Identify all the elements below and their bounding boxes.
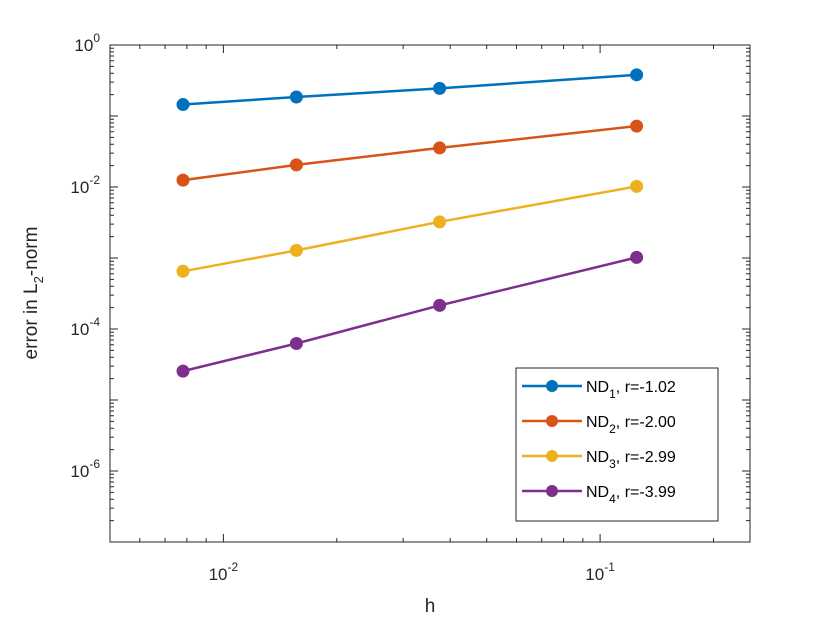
series-line	[182, 256, 637, 373]
series-3	[176, 179, 644, 278]
data-point	[433, 81, 447, 95]
legend-entry-1: ND1, r=-1.02	[522, 379, 676, 401]
legend-entry-2: ND2, r=-2.00	[522, 414, 676, 436]
legend-label: ND1, r=-1.02	[586, 379, 676, 401]
data-point	[630, 179, 644, 193]
data-point	[176, 364, 190, 378]
minor-ticks	[109, 45, 750, 542]
data-point	[176, 98, 190, 112]
legend-label: ND4, r=-3.99	[586, 484, 676, 506]
series-1	[176, 68, 644, 112]
legend-marker	[546, 485, 558, 497]
data-point	[289, 243, 303, 257]
legend-label: ND2, r=-2.00	[586, 414, 676, 436]
data-point	[630, 68, 644, 82]
y-tick-label: 10-4	[70, 315, 100, 339]
series-line	[182, 73, 637, 106]
data-point	[433, 141, 447, 155]
data-point	[433, 215, 447, 229]
legend-label: ND3, r=-2.99	[586, 449, 676, 471]
legend-entry-3: ND3, r=-2.99	[522, 449, 676, 471]
major-ticks	[110, 44, 750, 543]
y-axis-label: error in L2-norm	[21, 227, 46, 360]
y-tick-label: 10-2	[70, 173, 100, 197]
legend-marker	[546, 450, 558, 462]
data-point	[630, 250, 644, 264]
series-4	[176, 250, 644, 378]
series-line	[182, 124, 637, 182]
y-tick-label: 10-6	[70, 457, 100, 481]
x-tick-label: 10-2	[209, 560, 239, 584]
data-point	[289, 90, 303, 104]
series-2	[176, 119, 644, 187]
series-layer	[176, 68, 644, 378]
legend-marker	[546, 415, 558, 427]
legend-marker	[546, 380, 558, 392]
x-tick-label: 10-1	[585, 560, 615, 584]
legend-entry-4: ND4, r=-3.99	[522, 484, 676, 506]
tick-labels: 100 10-2 10-4 10-6 10-2 10-1	[70, 31, 615, 584]
data-point	[433, 298, 447, 312]
data-point	[289, 158, 303, 172]
legend: ND1, r=-1.02 ND2, r=-2.00 ND3, r=-2.99 ND4,…	[515, 367, 719, 522]
y-tick-label: 100	[74, 31, 100, 55]
data-point	[176, 173, 190, 187]
data-point	[630, 119, 644, 133]
x-axis-label: h	[425, 596, 436, 617]
data-point	[289, 336, 303, 350]
data-point	[176, 264, 190, 278]
series-line	[182, 185, 637, 273]
